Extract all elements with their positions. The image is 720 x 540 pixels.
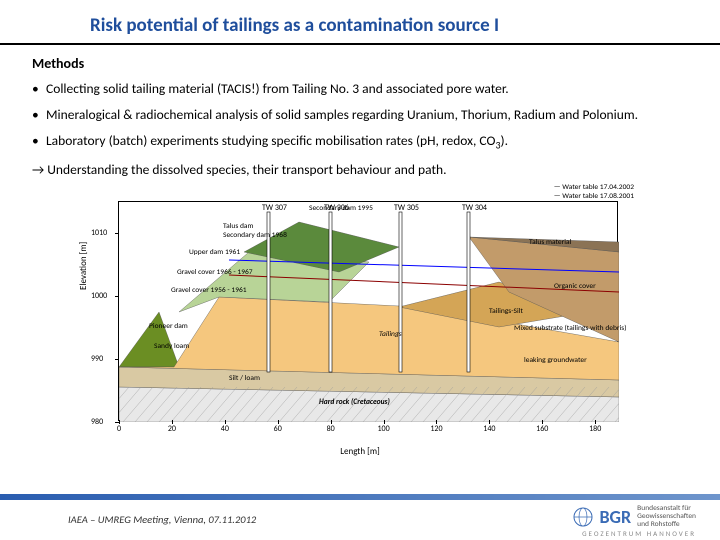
- feature-label: Upper dam 1961: [189, 248, 240, 257]
- y-tick-label: 980: [91, 417, 103, 427]
- x-axis-label: Length [m]: [340, 446, 380, 457]
- feature-label: Gravel cover 1966 - 1967: [177, 268, 253, 277]
- footer-text: IAEA – UMREG Meeting, Vienna, 07.11.2012: [68, 513, 256, 526]
- geozentrum-text: GEOZENTRUM HANNOVER: [582, 529, 696, 538]
- layer-pioneer-dam: [119, 312, 179, 367]
- feature-label: leaking groundwater: [524, 356, 587, 365]
- bgr-subtitle: Bundesanstalt für Geowissenschaften und …: [637, 505, 696, 530]
- x-tick-label: 180: [589, 424, 601, 434]
- feature-label: Pioneer dam: [149, 322, 188, 331]
- bgr-logo-block: BGR Bundesanstalt für Geowissenschaften …: [573, 504, 696, 530]
- feature-label: Tailings: [379, 330, 402, 339]
- x-tick-label: 20: [168, 424, 176, 434]
- conclusion-line: → Understanding the dissolved species, t…: [32, 161, 692, 179]
- well-pipe: [329, 212, 332, 372]
- feature-label: Secondary dam 1995: [309, 204, 373, 213]
- cross-section-diagram: Elevation [m] Length [m] — Water table 1…: [80, 185, 640, 455]
- y-axis-label: Elevation [m]: [78, 242, 89, 290]
- x-tick-label: 40: [221, 424, 229, 434]
- feature-label: Gravel cover 1956 - 1961: [171, 286, 247, 295]
- x-tick-label: 100: [377, 424, 389, 434]
- well-pipe: [399, 212, 402, 372]
- feature-label: Organic cover: [554, 282, 596, 291]
- plot-area: TW 307TW 306TW 305TW 304 Secondary dam 1…: [118, 201, 618, 421]
- y-tick-label: 1010: [91, 228, 107, 238]
- feature-label: Hard rock (Cretaceous): [319, 398, 390, 407]
- bullet-text: Laboratory (batch) experiments studying …: [46, 132, 495, 149]
- bullet-item: Collecting solid tailing material (TACIS…: [32, 80, 692, 98]
- feature-label: Silt / loam: [229, 374, 260, 383]
- feature-label: Sandy loam: [154, 342, 189, 351]
- feature-label: Talus dam: [223, 222, 253, 231]
- bullet-item: Mineralogical & radiochemical analysis o…: [32, 106, 692, 124]
- x-tick-label: 140: [483, 424, 495, 434]
- bgr-logo-text: BGR: [599, 509, 631, 525]
- x-tick-label: 120: [430, 424, 442, 434]
- water-table-label: — Water table 17.04.2002: [554, 183, 634, 192]
- feature-label: Tailings-Silt: [489, 307, 523, 316]
- wt-text: Water table 17.04.2002: [562, 183, 634, 192]
- well-label: TW 304: [462, 203, 487, 213]
- x-tick-label: 160: [536, 424, 548, 434]
- bullet-suffix: ).: [501, 132, 509, 149]
- x-tick-label: 60: [274, 424, 282, 434]
- x-tick-label: 80: [327, 424, 335, 434]
- y-tick-label: 990: [91, 354, 103, 364]
- feature-label: Secondary dam 1968: [223, 231, 287, 240]
- wt-text: Water table 17.08.2001: [562, 192, 634, 201]
- geology-svg: TW 307TW 306TW 305TW 304: [119, 202, 619, 422]
- feature-label: Mixed substrate (tailings with debris): [514, 324, 626, 333]
- well-label: TW 305: [394, 203, 419, 213]
- slide-title: Risk potential of tailings as a contamin…: [0, 0, 720, 45]
- x-tick-label: 0: [117, 424, 121, 434]
- bullet-item: Laboratory (batch) experiments studying …: [32, 132, 692, 152]
- water-table-label: — Water table 17.08.2001: [554, 192, 634, 201]
- feature-label: Talus material: [529, 238, 571, 247]
- y-tick-label: 1000: [91, 291, 107, 301]
- bgr-globe-icon: [573, 504, 593, 530]
- footer-bar: [0, 494, 720, 500]
- methods-heading: Methods: [32, 55, 692, 72]
- well-pipe: [467, 212, 470, 372]
- well-label: TW 307: [262, 203, 287, 213]
- content-area: Methods Collecting solid tailing materia…: [0, 45, 720, 179]
